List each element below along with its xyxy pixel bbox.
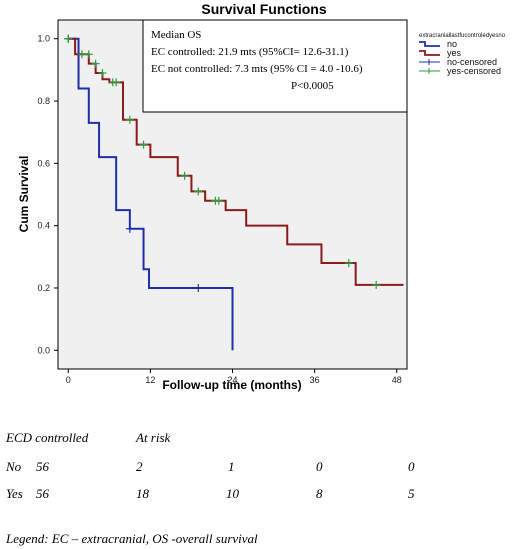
x-tick-label: 24 [227,375,237,385]
censor-mark-yes [64,34,73,43]
risk-row-no-count-4: 0 [408,459,415,474]
risk-row-no-label: No [6,459,22,474]
legend-label: no-censored [447,57,497,67]
risk-row-no-count-2: 1 [228,459,235,474]
risk-row-no-count-1: 2 [136,459,143,474]
legend-label: yes-censored [447,66,501,76]
censor-mark-yes [139,140,148,149]
censor-mark-yes [112,78,121,87]
censor-mark-yes [180,171,189,180]
y-tick-label: 0.0 [37,345,50,355]
risk-header-at-risk: At risk [136,430,171,445]
risk-row-no-count-3: 0 [316,459,323,474]
censor-mark-yes [214,196,223,205]
survival-chart: Survival Functions 0 12 24 36 48 0.0 0.2 0.4 0.6… [17,1,506,392]
risk-row-yes-count-1: 18 [136,486,149,501]
chart-legend: extracraniallastfucontroledyesno noyesno… [419,33,506,76]
annotation-line-3: EC not controlled: 7.3 mts (95% CI = 4.0… [151,63,363,75]
risk-header-group: ECD controlled [6,430,89,445]
y-tick-label: 0.2 [37,283,50,293]
risk-row-yes-count-2: 10 [226,486,239,501]
censor-mark-yes [372,280,381,289]
risk-row-yes-label: Yes [6,486,23,501]
x-tick-label: 36 [310,375,320,385]
annotation-line-2: EC controlled: 21.9 mts (95%CI= 12.6-31.… [151,46,349,58]
censor-mark-no [194,283,203,292]
censor-mark-yes [98,68,107,77]
risk-row-yes-count-3: 8 [316,486,323,501]
x-tick-label: 0 [66,375,71,385]
plot-layer [64,34,404,351]
risk-row-yes-n: 56 [36,486,49,501]
y-tick-label: 0.6 [37,158,50,168]
risk-row-yes-count-4: 5 [408,486,415,501]
median-os-annotation: Median OS EC controlled: 21.9 mts (95%CI… [142,19,408,113]
legend-label: no [447,39,457,49]
legend-entry-no: no [419,39,457,49]
x-tick-label: 12 [145,375,155,385]
censor-mark-yes [194,187,203,196]
censor-mark-yes [344,259,353,268]
y-tick-label: 1.0 [37,34,50,44]
x-tick-label: 48 [392,375,402,385]
censor-mark-no [125,224,134,233]
legend-entry-yes: yes [419,48,462,58]
legend-title: extracraniallastfucontroledyesno [419,33,506,39]
legend-entry-yes-censored: yes-censored [419,66,501,76]
y-tick-label: 0.8 [37,96,50,106]
x-axis-label: Follow-up time (months) [162,378,301,392]
survival-curve-no [68,37,234,351]
survival-curve-yes [68,37,404,286]
chart-title: Survival Functions [201,1,326,17]
y-tick-label: 0.4 [37,221,50,231]
censor-mark-yes [125,115,134,124]
censor-mark-yes [77,50,86,59]
risk-row-no-n: 56 [36,459,49,474]
censor-mark-yes [91,59,100,68]
censor-mark-yes [84,50,93,59]
annotation-line-4: P<0.0005 [291,80,334,92]
annotation-box [142,19,408,113]
ticks-layer: 0 12 24 36 48 0.0 0.2 0.4 0.6 0.8 1.0 [37,34,401,385]
annotation-line-1: Median OS [151,29,201,41]
legend-entry-no-censored: no-censored [419,57,497,67]
y-axis-label: Cum Survival [17,156,31,233]
legend-note: Legend: EC – extracranial, OS -overall s… [6,531,258,546]
legend-label: yes [447,48,462,58]
